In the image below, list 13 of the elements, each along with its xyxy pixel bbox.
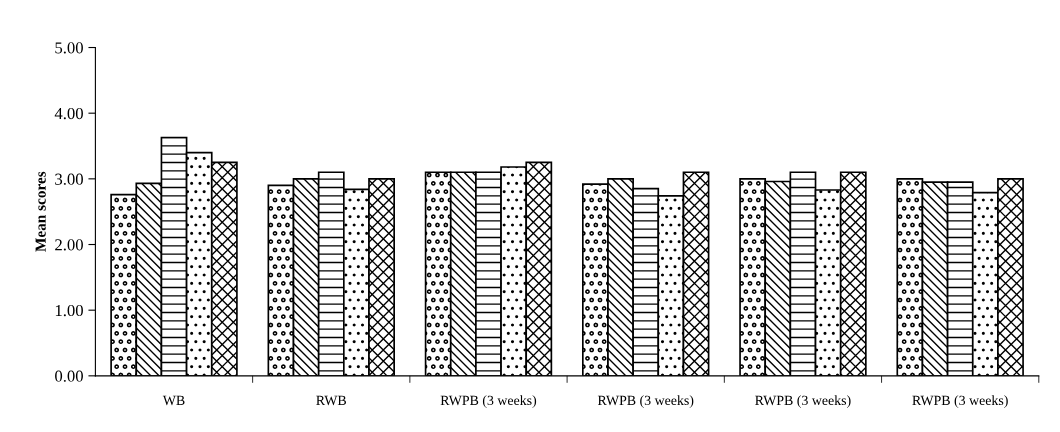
y-tick-label: 3.00	[55, 173, 83, 185]
y-tick-label: 0.00	[55, 370, 83, 382]
x-tick-label: RWB	[316, 395, 347, 406]
x-tick-label: RWPB (3 weeks)	[440, 395, 537, 408]
y-tick-label: 5.00	[55, 42, 83, 54]
x-tick-label: WB	[162, 395, 185, 406]
x-tick-label: RWPB (3 weeks)	[597, 395, 694, 408]
y-tick-label: 4.00	[54, 107, 83, 120]
x-tick-label: RWPB (3 weeks)	[755, 395, 851, 408]
y-axis-title: Mean scores	[35, 171, 46, 252]
y-tick-label: 1.00	[55, 304, 83, 317]
x-tick-label: RWPB (3 weeks)	[912, 395, 1008, 408]
y-tick-label: 2.00	[55, 239, 83, 251]
